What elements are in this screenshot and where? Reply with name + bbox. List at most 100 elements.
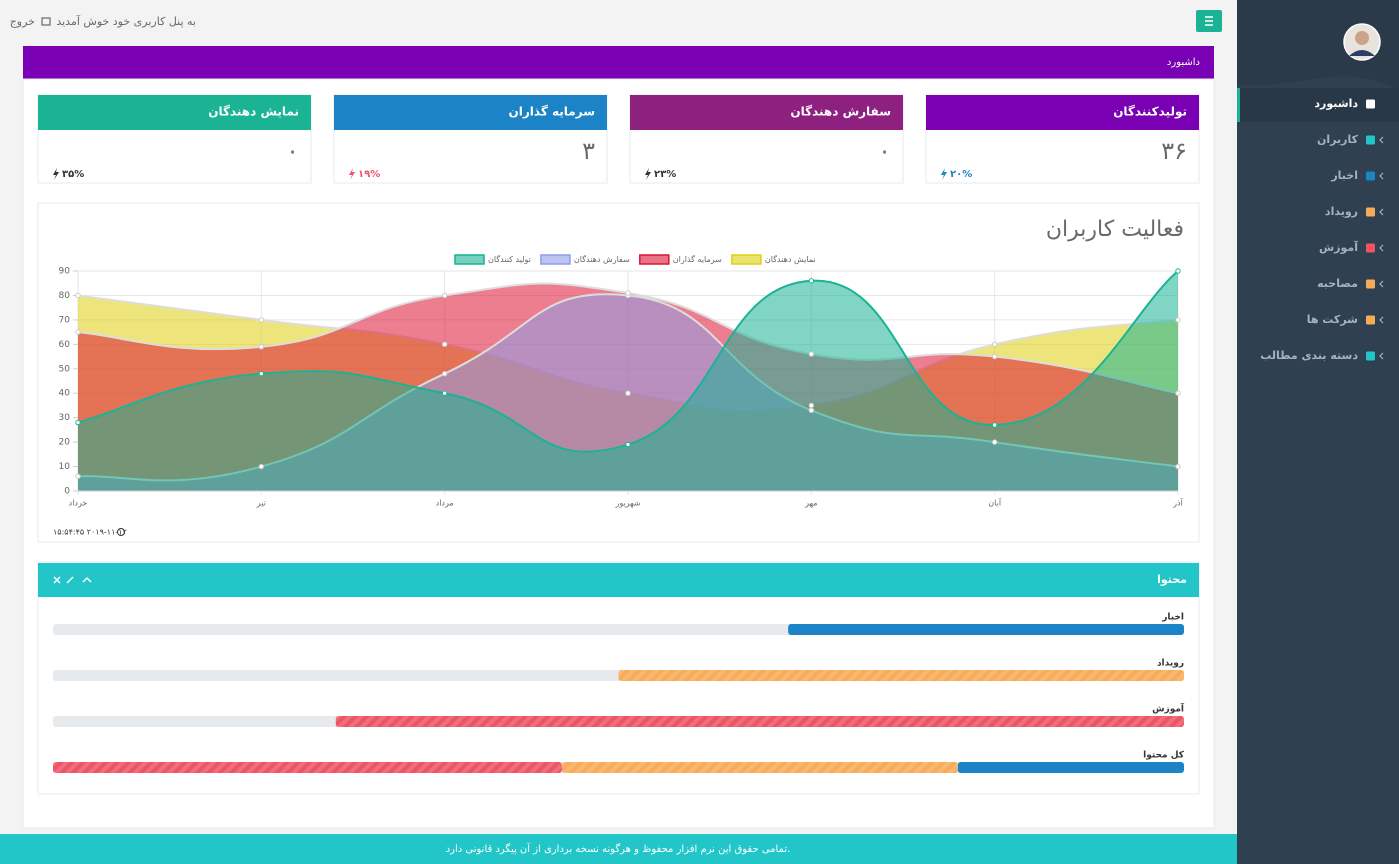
point: [1175, 390, 1181, 396]
point: [441, 370, 448, 377]
menu-chevron: [1379, 316, 1384, 324]
timestamp: ۱۵:۵۴:۴۵ ۲۰۱۹-۱۱-۱۲: [53, 528, 127, 537]
progress-title: محتوا: [1157, 573, 1187, 586]
stat-card-header: [38, 95, 311, 130]
point: [1175, 317, 1181, 323]
progress-label: آموزش: [1152, 703, 1185, 715]
point: [808, 402, 815, 409]
stat-value: ۳: [582, 137, 595, 165]
menu-item[interactable]: مصاحبه: [1317, 277, 1358, 290]
menu-item[interactable]: اخبار: [1330, 169, 1358, 182]
progress-bars: اخبار رویداد آموزش کل محتوا: [53, 613, 1185, 773]
y-tick-label: 10: [59, 462, 71, 472]
point: [258, 463, 265, 470]
y-tick-label: 30: [59, 413, 71, 423]
progress-segment: [335, 716, 1184, 727]
legend-label: سفارش دهندگان: [574, 254, 630, 264]
avatar-body: [1349, 50, 1375, 56]
config-icon[interactable]: [66, 576, 74, 584]
close-icon[interactable]: [53, 576, 61, 584]
page-title: داشبورد: [1167, 57, 1200, 68]
menu-chevron: [1379, 352, 1384, 360]
stat-title: سفارش دهندگان: [790, 105, 891, 119]
progress-segment: [957, 762, 1184, 773]
menu-icon: [1366, 315, 1375, 325]
menu-icon: [1366, 243, 1375, 253]
sidebar: [1237, 0, 1399, 864]
legend-label: نمایش دهندگان: [765, 254, 816, 264]
stat-bolt: [941, 168, 947, 180]
menu-item[interactable]: کاربران: [1317, 133, 1359, 146]
stat-bolt: [53, 168, 59, 180]
footer: [0, 834, 1237, 864]
y-tick-label: 70: [59, 315, 71, 325]
point: [75, 473, 81, 480]
y-tick-label: 90: [59, 267, 71, 277]
y-tick-label: 40: [59, 389, 71, 399]
stat-value: ۰: [878, 137, 891, 165]
stat-title: نمایش دهندگان: [208, 105, 299, 119]
point: [808, 351, 815, 357]
point: [991, 422, 998, 428]
welcome-text: به پنل کاربری خود خوش آمدید: [56, 14, 196, 28]
point: [625, 390, 631, 396]
x-tick-label: آذر: [1172, 498, 1183, 508]
point: [808, 407, 815, 414]
point: [258, 317, 265, 323]
logout-link[interactable]: خروج: [10, 15, 35, 28]
x-tick-label: آبان: [988, 498, 1002, 508]
progress-label: رویداد: [1157, 659, 1184, 669]
x-tick-label: شهریور: [614, 499, 640, 508]
collapse-icon[interactable]: [82, 576, 92, 583]
stat-change: ۲۳%: [654, 169, 676, 180]
menu-chevron: [1379, 280, 1384, 288]
y-tick-label: 80: [59, 291, 71, 301]
menu-item[interactable]: رویداد: [1325, 205, 1358, 218]
stat-change: ۲۰%: [950, 169, 972, 180]
menu-item[interactable]: آموزش: [1319, 240, 1358, 254]
progress-segment: [788, 624, 1184, 635]
legend-swatch: [639, 254, 670, 265]
legend-swatch: [540, 254, 571, 265]
logout-icon: [41, 17, 51, 26]
stat-bolt: [349, 168, 355, 180]
x-tick-label: خرداد: [69, 499, 88, 508]
menu-active-border: [1237, 88, 1240, 122]
menu-chevron: [1379, 172, 1384, 180]
point: [808, 278, 815, 284]
clock-icon: [117, 528, 125, 536]
menu-icon: [1366, 351, 1375, 361]
point: [1175, 463, 1181, 470]
x-tick-label: مرداد: [436, 499, 454, 508]
stat-bolt: [645, 168, 651, 180]
area: [78, 271, 1178, 491]
menu-item[interactable]: داشبورد: [1314, 97, 1358, 110]
progress-segment: [561, 762, 958, 773]
point: [258, 370, 265, 377]
chart-title: فعالیت کاربران: [1046, 217, 1184, 242]
legend-swatch: [731, 254, 762, 265]
menu-item[interactable]: شرکت ها: [1307, 313, 1358, 326]
point: [441, 292, 448, 299]
menu-item[interactable]: دسته بندی مطالب: [1260, 349, 1358, 362]
menu-icon: [1366, 99, 1375, 109]
stat-change: ۱۹%: [358, 169, 380, 180]
stat-change: ۳۵%: [62, 169, 84, 180]
point: [625, 290, 631, 296]
point: [991, 353, 998, 360]
y-tick-label: 20: [59, 438, 71, 448]
chart: 0 10 20 30 40 50 60 70 80 90 خرداد تیر مرداد شهریور مه…: [59, 254, 1184, 508]
progress-segment: [53, 762, 562, 773]
stat-value: ۳۶: [1161, 137, 1187, 165]
page-title-bar: [23, 46, 1214, 79]
menu-icon: [1366, 135, 1375, 145]
stat-title: تولیدکنندگان: [1113, 105, 1187, 120]
stat-card-header: [630, 95, 903, 130]
menu-icon: [1366, 207, 1375, 217]
y-tick-label: 50: [59, 364, 71, 374]
legend-swatch: [454, 254, 485, 265]
stat-value: ۰: [286, 137, 299, 165]
menu-chevron: [1379, 244, 1384, 252]
stat-card-header: [334, 95, 607, 130]
